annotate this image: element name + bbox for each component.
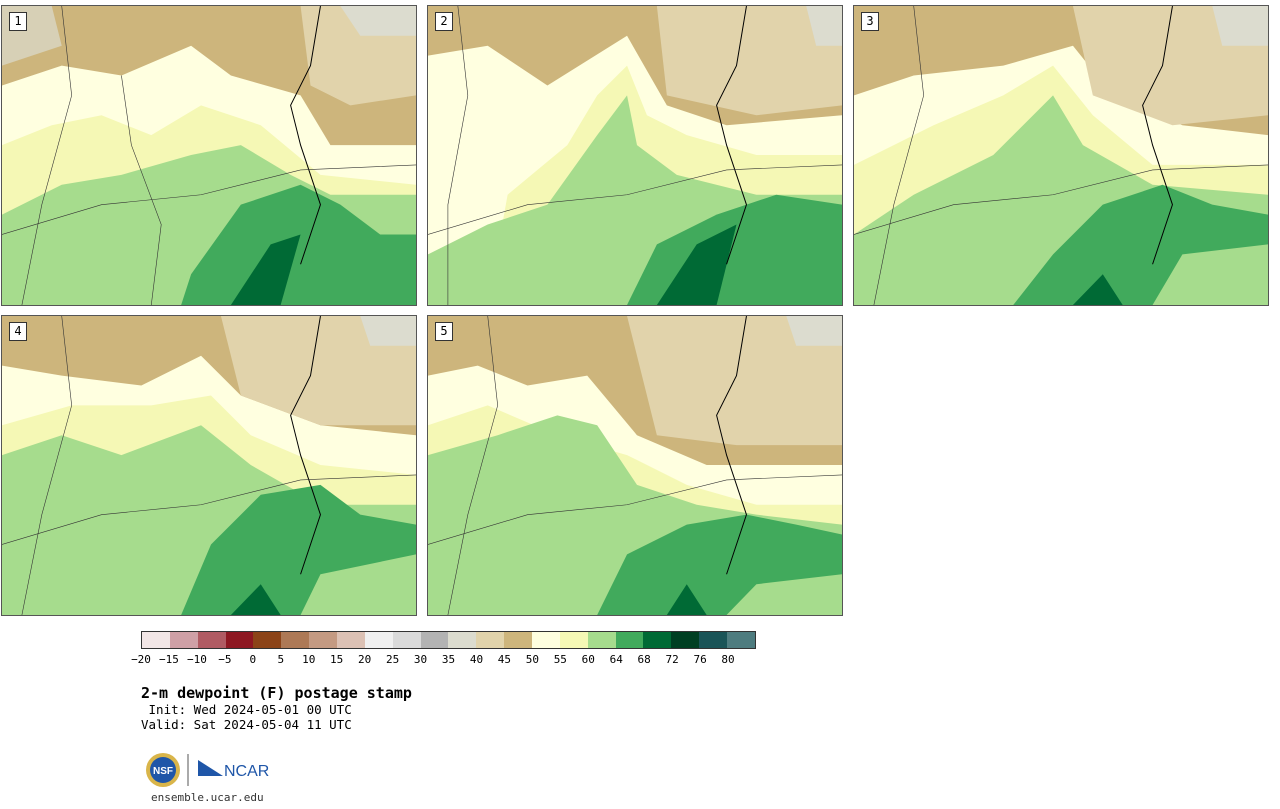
colorbar-tick-label: 5 — [277, 653, 285, 666]
colorbar-swatch — [727, 632, 755, 648]
colorbar-swatch — [615, 632, 644, 648]
colorbar-tick-label: 76 — [693, 653, 707, 666]
map-panel-1: 1 — [1, 5, 417, 306]
colorbar-tick-label: 80 — [721, 653, 735, 666]
colorbar-tick-label: 45 — [497, 653, 512, 666]
colorbar-swatch — [587, 632, 616, 648]
colorbar-swatch — [197, 632, 226, 648]
map-panel-4: 4 — [1, 315, 417, 616]
colorbar-tick-label: 68 — [637, 653, 651, 666]
colorbar-tick-label: −10 — [186, 653, 207, 666]
colorbar-swatch — [337, 632, 365, 648]
colorbar-tick-label: 64 — [609, 653, 623, 666]
nsf-logo-text: NSF — [153, 766, 173, 777]
colorbar-tick-label: 40 — [469, 653, 484, 666]
nsf-logo: NSF — [146, 753, 180, 787]
colorbar-swatch — [671, 632, 700, 648]
map-title: 2-m dewpoint (F) postage stamp — [141, 684, 412, 702]
colorbar-tick-label: −15 — [159, 653, 179, 666]
colorbar-swatch — [699, 632, 728, 648]
colorbar-tick-label: 60 — [581, 653, 595, 666]
colorbar-tick-label: 15 — [330, 653, 344, 666]
map-panel-5: 5 — [427, 315, 843, 616]
colorbar-tick-label: 20 — [358, 653, 372, 666]
colorbar-swatch — [420, 632, 449, 648]
init-time: Init: Wed 2024-05-01 00 UTC — [141, 702, 352, 717]
colorbar-swatch — [532, 632, 560, 648]
colorbar — [141, 631, 756, 649]
colorbar-ticks: −20 −15 −10 −5 0 5 10 15 20 25 30 35 40 45 50 55 60 64 68 7… — [131, 653, 756, 667]
colorbar-swatch — [142, 632, 170, 648]
ncar-logo: NCAR — [198, 760, 269, 780]
panel-number: 4 — [9, 322, 27, 341]
map-panel-2: 2 — [427, 5, 843, 306]
colorbar-swatch — [476, 632, 505, 648]
colorbar-tick-label: 35 — [441, 653, 456, 666]
colorbar-swatch — [392, 632, 421, 648]
colorbar-tick-label: −5 — [218, 653, 232, 666]
map-panel-3: 3 — [853, 5, 1269, 306]
colorbar-swatch — [643, 632, 672, 648]
dewpoint-map-5 — [428, 316, 842, 615]
dewpoint-map-3 — [854, 6, 1268, 305]
colorbar-swatch — [309, 632, 338, 648]
colorbar-swatch — [253, 632, 282, 648]
colorbar-tick-label: 10 — [302, 653, 316, 666]
panel-number: 3 — [861, 12, 879, 31]
colorbar-swatch — [559, 632, 588, 648]
colorbar-tick-label: 25 — [385, 653, 400, 666]
panel-number: 1 — [9, 12, 27, 31]
colorbar-tick-label: 72 — [665, 653, 679, 666]
website-url: ensemble.ucar.edu — [151, 791, 264, 804]
colorbar-swatch — [281, 632, 310, 648]
valid-time: Valid: Sat 2024-05-04 11 UTC — [141, 717, 352, 732]
colorbar-swatch — [225, 632, 254, 648]
colorbar-swatch — [448, 632, 477, 648]
colorbar-tick-label: 30 — [413, 653, 428, 666]
dewpoint-map-2 — [428, 6, 842, 305]
ncar-logo-text: NCAR — [224, 763, 269, 780]
panel-number: 5 — [435, 322, 453, 341]
colorbar-tick-label: 0 — [249, 653, 257, 666]
dewpoint-map-1 — [2, 6, 416, 305]
colorbar-tick-label: 50 — [525, 653, 539, 666]
colorbar-tick-label: −20 — [131, 653, 151, 666]
colorbar-tick-label: 55 — [553, 653, 567, 666]
logos: NSF NCAR — [145, 750, 275, 790]
dewpoint-map-4 — [2, 316, 416, 615]
panel-number: 2 — [435, 12, 453, 31]
colorbar-swatch — [169, 632, 198, 648]
colorbar-swatch — [364, 632, 393, 648]
colorbar-swatch — [504, 632, 533, 648]
